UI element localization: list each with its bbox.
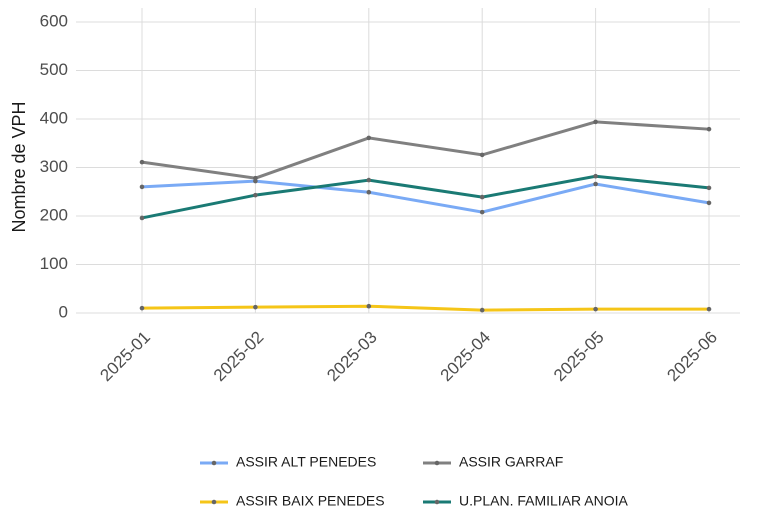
data-point bbox=[479, 307, 485, 313]
x-tick-label: 2025-05 bbox=[550, 328, 608, 386]
series-line bbox=[141, 174, 710, 220]
y-tick-label: 300 bbox=[40, 157, 68, 176]
data-point bbox=[253, 192, 258, 198]
legend-label: U.PLAN. FAMILIAR ANOIA bbox=[459, 493, 628, 509]
y-tick-label: 400 bbox=[40, 108, 68, 127]
data-point bbox=[593, 119, 598, 125]
y-tick-label: 0 bbox=[59, 302, 68, 321]
data-point bbox=[139, 184, 145, 190]
data-point bbox=[139, 215, 145, 221]
data-point bbox=[479, 194, 485, 200]
series-line bbox=[141, 304, 709, 312]
data-point bbox=[479, 152, 485, 158]
y-tick-label: 100 bbox=[40, 254, 68, 273]
legend-label: ASSIR ALT PENEDES bbox=[236, 454, 376, 470]
data-point bbox=[593, 306, 598, 312]
data-point bbox=[593, 173, 598, 179]
data-point bbox=[139, 159, 145, 165]
x-tick-label: 2025-03 bbox=[323, 328, 381, 386]
legend-label: ASSIR BAIX PENEDES bbox=[236, 493, 385, 509]
data-point bbox=[706, 200, 712, 206]
x-tick-label: 2025-06 bbox=[663, 328, 721, 386]
legend-swatch-point bbox=[434, 499, 440, 505]
data-point bbox=[366, 189, 372, 195]
data-point bbox=[139, 305, 145, 311]
x-tick-label: 2025-02 bbox=[210, 328, 268, 386]
legend-swatch-point bbox=[211, 499, 217, 505]
legend-swatch-point bbox=[211, 460, 217, 466]
data-point bbox=[366, 303, 372, 309]
series-line bbox=[141, 120, 710, 180]
data-point bbox=[706, 306, 712, 312]
data-point bbox=[366, 135, 372, 141]
x-tick-label: 2025-04 bbox=[437, 328, 495, 386]
legend-swatch-point bbox=[434, 460, 440, 466]
series-line bbox=[141, 179, 710, 214]
y-tick-label: 500 bbox=[40, 60, 68, 79]
data-point bbox=[706, 126, 712, 132]
data-point bbox=[366, 177, 372, 183]
y-tick-label: 600 bbox=[40, 11, 68, 30]
x-tick-label: 2025-01 bbox=[96, 328, 154, 386]
y-tick-label: 200 bbox=[40, 205, 68, 224]
data-point bbox=[706, 185, 712, 191]
y-axis-label: Nombre de VPH bbox=[9, 101, 29, 232]
data-point bbox=[479, 209, 485, 215]
data-point bbox=[593, 181, 598, 187]
data-point bbox=[253, 304, 258, 310]
data-point bbox=[253, 175, 258, 181]
legend-label: ASSIR GARRAF bbox=[459, 454, 563, 470]
